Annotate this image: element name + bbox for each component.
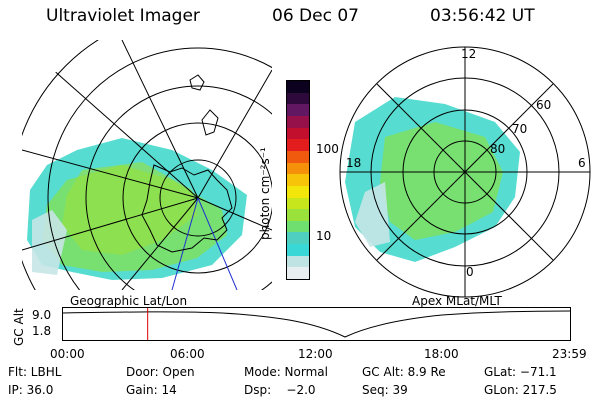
mlt-label-12: 12 — [461, 47, 477, 61]
glon-info: GLon: 217.5 — [484, 383, 557, 397]
colorbar — [286, 80, 310, 280]
mlat-label-60: 60 — [536, 98, 552, 112]
aurora-oval-core — [380, 122, 503, 240]
right-map-caption: Apex MLat/MLT — [412, 294, 502, 308]
mlat-mlt-polar-plot — [339, 46, 591, 298]
instrument-title: Ultraviolet Imager — [46, 6, 200, 26]
xtick-1800: 18:00 — [424, 347, 459, 361]
colorbar-segment — [287, 267, 309, 279]
colorbar-segment — [287, 139, 309, 151]
altitude-ytick-high: 9.0 — [32, 308, 52, 322]
colorbar-segment — [287, 220, 309, 233]
colorbar-segment — [287, 81, 309, 93]
colorbar-segment — [287, 197, 309, 210]
gain-info: Gain: 14 — [126, 383, 177, 397]
mlt-label-0: 0 — [466, 265, 474, 279]
colorbar-segment — [287, 185, 309, 198]
altitude-ylabel: GC Alt — [12, 308, 26, 346]
colorbar-segment — [287, 116, 309, 128]
colorbar-label: photon cm⁻²s⁻¹ — [258, 147, 272, 240]
left-map-caption: Geographic Lat/Lon — [70, 294, 188, 308]
date-label: 06 Dec 07 — [272, 6, 359, 26]
door-info: Door: Open — [126, 365, 195, 379]
colorbar-segment — [287, 174, 309, 186]
xtick-0600: 06:00 — [170, 347, 205, 361]
colorbar-segment — [287, 162, 309, 175]
colorbar-segment — [287, 92, 309, 105]
colorbar-segment — [287, 127, 309, 140]
colorbar-segment — [287, 244, 309, 256]
altitude-ytick-low: 1.8 — [32, 324, 52, 338]
seq-info: Seq: 39 — [362, 383, 408, 397]
time-label: 03:56:42 UT — [430, 6, 535, 26]
xtick-1200: 12:00 — [298, 347, 333, 361]
mlat-label-80: 80 — [490, 142, 506, 156]
colorbar-segment — [287, 255, 309, 268]
colorbar-segment — [287, 150, 309, 163]
geographic-map — [22, 40, 272, 290]
mlt-label-18: 18 — [346, 156, 362, 170]
glat-info: GLat: −71.1 — [484, 365, 557, 379]
colorbar-segment — [287, 209, 309, 221]
xtick-2359: 23:59 — [552, 347, 587, 361]
colorbar-segment — [287, 232, 309, 245]
xtick-0000: 00:00 — [50, 347, 85, 361]
altitude-plot — [62, 307, 571, 341]
altitude-curve — [62, 310, 571, 338]
gc-alt-info: GC Alt: 8.9 Re — [362, 365, 446, 379]
dsp-info: Dsp: −2.0 — [244, 383, 316, 397]
colorbar-segment — [287, 104, 309, 117]
mode-info: Mode: Normal — [244, 365, 328, 379]
ip-info: IP: 36.0 — [8, 383, 54, 397]
mlat-label-70: 70 — [512, 122, 528, 136]
filter-info: Flt: LBHL — [8, 365, 62, 379]
mlt-label-6: 6 — [578, 156, 586, 170]
colorbar-tick-10: 10 — [316, 229, 332, 243]
coastline — [141, 164, 233, 253]
colorbar-tick-100: 100 — [316, 142, 339, 156]
